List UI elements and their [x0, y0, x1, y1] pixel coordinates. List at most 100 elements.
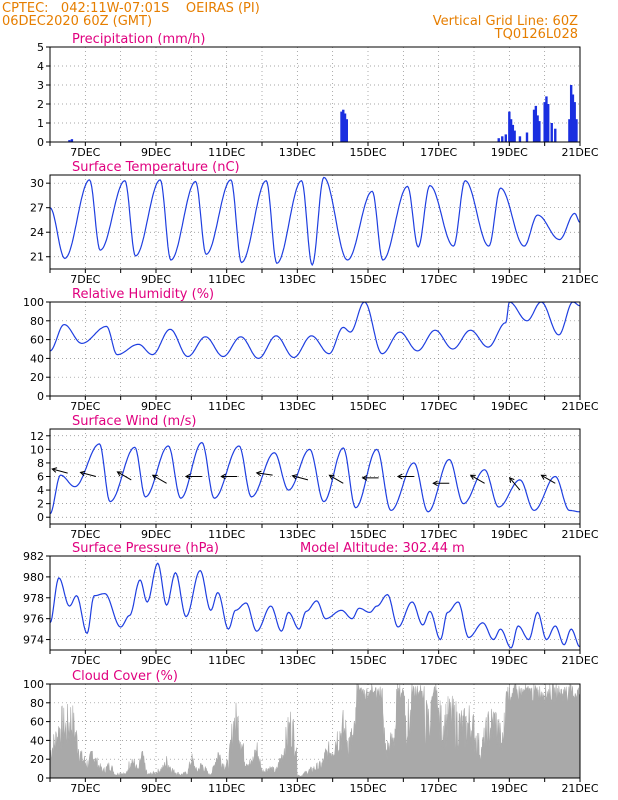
- precip-title: Precipitation (mm/h): [72, 32, 205, 47]
- x-tick-label: 19DEC: [491, 273, 528, 286]
- precip-bar: [550, 123, 553, 142]
- wind-arrow-head: [255, 470, 262, 477]
- x-tick-label: 7DEC: [70, 146, 100, 159]
- x-tick-label: 13DEC: [279, 146, 316, 159]
- wind-arrow-shaft: [509, 477, 521, 491]
- wind-arrow: [51, 467, 68, 474]
- wind-arrow: [184, 473, 202, 480]
- x-tick-label: 15DEC: [349, 146, 386, 159]
- y-tick-label: 6: [37, 471, 44, 484]
- x-tick-label: 21DEC: [561, 528, 598, 541]
- cloud-area: [50, 684, 580, 778]
- y-tick-label: 27: [30, 202, 44, 215]
- wind-arrow-head: [396, 473, 403, 480]
- wind-arrow-shaft: [329, 474, 344, 484]
- y-tick-label: 10: [30, 443, 44, 456]
- wind-arrow-shaft: [256, 472, 273, 476]
- y-tick-label: 982: [23, 550, 44, 563]
- precip-bar: [573, 102, 576, 142]
- y-tick-label: 12: [30, 430, 44, 443]
- wind-arrow: [291, 474, 309, 481]
- y-tick-label: 3: [37, 79, 44, 92]
- y-tick-label: 0: [37, 772, 44, 785]
- wind-arrow: [328, 474, 344, 484]
- wind-arrow-head: [220, 473, 226, 480]
- y-tick-label: 20: [30, 753, 44, 766]
- wind-arrow: [540, 474, 556, 484]
- y-tick-label: 5: [37, 41, 44, 54]
- precip-panel: Precipitation (mm/h) 0 1 2 3 4 5 7DEC 9DEC 11DEC 1…: [37, 32, 599, 159]
- wind-arrow: [396, 473, 414, 480]
- grid-note: Vertical Grid Line: 60Z: [433, 14, 578, 29]
- wind-arrow: [508, 477, 521, 491]
- x-tick-label: 11DEC: [208, 528, 245, 541]
- wind-data: [50, 441, 580, 515]
- precip-bar: [568, 119, 571, 142]
- x-tick-label: 17DEC: [420, 146, 457, 159]
- temp-line: [50, 176, 580, 267]
- wind-arrow-head: [51, 467, 58, 473]
- precip-bar: [343, 113, 347, 142]
- x-tick-label: 15DEC: [349, 400, 386, 413]
- precip-bar: [569, 85, 573, 142]
- x-tick-label: 17DEC: [420, 273, 457, 286]
- wind-arrow-head: [151, 474, 158, 480]
- precip-bar: [538, 121, 541, 142]
- x-tick-label: 13DEC: [279, 273, 316, 286]
- rh-title: Relative Humidity (%): [72, 287, 214, 302]
- temp-title: Surface Temperature (nC): [72, 160, 240, 175]
- pressure-data: [50, 562, 580, 649]
- wind-arrow-head: [361, 475, 368, 481]
- wind-line: [50, 441, 580, 515]
- wind-arrow: [116, 471, 132, 481]
- y-tick-label: 2: [37, 98, 44, 111]
- x-tick-label: 21DEC: [561, 273, 598, 286]
- x-tick-label: 17DEC: [420, 528, 457, 541]
- header-line2: 06DEC2020 60Z (GMT): [2, 14, 152, 29]
- pressure-title: Surface Pressure (hPa): [72, 541, 219, 556]
- wind-arrow: [469, 474, 485, 484]
- y-tick-label: 30: [30, 177, 44, 190]
- y-tick-label: 40: [30, 734, 44, 747]
- x-tick-label: 9DEC: [141, 782, 171, 795]
- wind-arrow-shaft: [541, 474, 556, 484]
- temp-frame: [49, 174, 581, 270]
- x-tick-label: 13DEC: [279, 782, 316, 795]
- precip-bar: [575, 119, 578, 142]
- pressure-annotation: Model Altitude: 302.44 m: [300, 541, 465, 556]
- y-tick-label: 0: [37, 136, 44, 149]
- wind-arrow-shaft: [152, 474, 167, 484]
- precip-bar: [345, 119, 348, 142]
- wind-arrow-shaft: [292, 475, 309, 481]
- temp-data: [50, 176, 580, 267]
- precip-bar: [70, 139, 74, 142]
- rh-frame: [49, 301, 581, 397]
- precip-bar: [525, 132, 529, 142]
- x-tick-label: 15DEC: [349, 654, 386, 667]
- x-tick-label: 9DEC: [141, 654, 171, 667]
- x-tick-label: 7DEC: [70, 782, 100, 795]
- precip-bar: [501, 136, 504, 142]
- y-tick-label: 980: [23, 571, 44, 584]
- precip-bar: [518, 136, 522, 142]
- precip-bar: [513, 130, 516, 142]
- x-tick-label: 17DEC: [420, 400, 457, 413]
- wind-arrow-head: [508, 477, 515, 483]
- precip-bar: [342, 109, 345, 142]
- wind-arrow: [361, 475, 379, 481]
- rh-panel: Relative Humidity (%) 0 20 40 60 80 100 7DEC 9DE…: [23, 287, 599, 413]
- wind-arrow-shaft: [117, 471, 132, 481]
- x-tick-label: 9DEC: [141, 528, 171, 541]
- precip-bar: [532, 109, 536, 142]
- x-tick-label: 13DEC: [279, 654, 316, 667]
- wind-arrow: [255, 470, 273, 477]
- y-tick-label: 40: [30, 352, 44, 365]
- y-tick-label: 978: [23, 592, 44, 605]
- wind-arrow: [79, 470, 97, 477]
- y-tick-label: 100: [23, 296, 44, 309]
- run-code: TQ0126L028: [494, 27, 578, 42]
- precip-bar: [536, 115, 539, 142]
- wind-arrow: [432, 480, 450, 487]
